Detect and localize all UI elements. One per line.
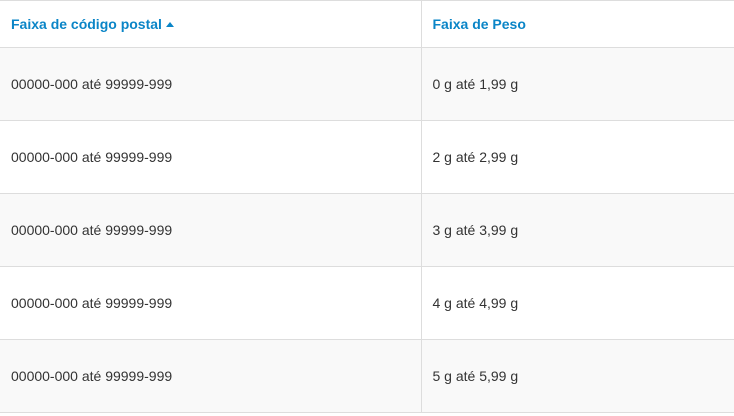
table-row: 00000-000 até 99999-999 3 g até 3,99 g — [0, 193, 734, 267]
postal-code-range-cell: 00000-000 até 99999-999 — [0, 266, 421, 340]
weight-range-cell: 2 g até 2,99 g — [420, 120, 734, 194]
postal-code-range-cell: 00000-000 até 99999-999 — [0, 47, 421, 121]
table-row: 00000-000 até 99999-999 0 g até 1,99 g — [0, 47, 734, 121]
table-row: 00000-000 até 99999-999 2 g até 2,99 g — [0, 120, 734, 194]
table-row: 00000-000 até 99999-999 4 g até 4,99 g — [0, 266, 734, 340]
postal-code-range-cell: 00000-000 até 99999-999 — [0, 120, 421, 194]
header-row: Faixa de código postal Faixa de Peso — [0, 0, 734, 48]
column-header-weight-range[interactable]: Faixa de Peso — [420, 0, 734, 48]
table-row: 00000-000 até 99999-999 5 g até 5,99 g — [0, 339, 734, 413]
weight-range-cell: 4 g até 4,99 g — [420, 266, 734, 340]
weight-range-cell: 3 g até 3,99 g — [420, 193, 734, 267]
postal-code-range-cell: 00000-000 até 99999-999 — [0, 339, 421, 413]
weight-range-cell: 0 g até 1,99 g — [420, 47, 734, 121]
postal-code-range-cell: 00000-000 até 99999-999 — [0, 193, 421, 267]
weight-range-cell: 5 g até 5,99 g — [420, 339, 734, 413]
column-header-postal-code-range[interactable]: Faixa de código postal — [0, 0, 421, 48]
sort-ascending-icon[interactable] — [165, 22, 174, 27]
